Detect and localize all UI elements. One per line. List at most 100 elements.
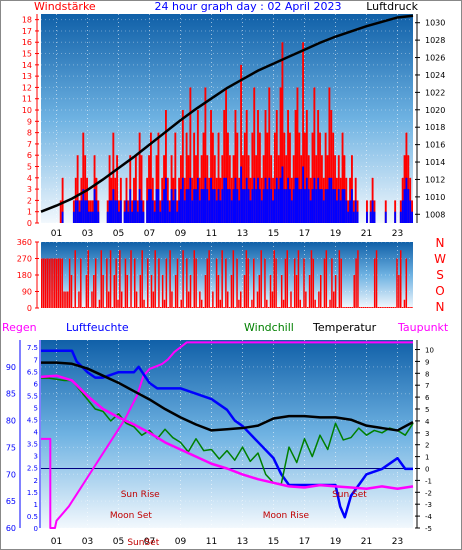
- wind-gust-bar: [328, 87, 331, 223]
- wind-direction-bar: [383, 307, 385, 308]
- wind-direction-bar: [386, 307, 389, 308]
- wind-gust-bar: [401, 177, 404, 223]
- legend-dewpoint: Taupunkt: [397, 321, 449, 334]
- wind-gust-bar: [108, 155, 111, 223]
- wind-gust-bar: [287, 110, 289, 223]
- wind-direction-bar: [212, 291, 214, 308]
- wind-gust-bar: [146, 177, 149, 223]
- x-tick-bottom-17: 17: [299, 537, 310, 547]
- wind-direction-bar: [173, 307, 175, 308]
- wind-gust-bar: [174, 132, 177, 223]
- x-tick-top-09: 09: [175, 229, 187, 239]
- wind-avg-bar: [345, 200, 348, 223]
- wind-gust-bar: [266, 132, 269, 223]
- wind-avg-bar: [211, 189, 214, 223]
- wind-avg-bar: [180, 189, 182, 223]
- wind-avg-bar: [328, 177, 331, 223]
- rain-y-tick-4: 4: [34, 429, 39, 437]
- wind-direction-bar: [65, 291, 67, 308]
- wind-avg-bar: [260, 200, 263, 223]
- wind-direction-bar: [163, 299, 166, 308]
- wind-avg-bar: [86, 200, 88, 223]
- wind-direction-bar: [258, 275, 261, 308]
- wind-direction-bar: [355, 258, 357, 308]
- wind-avg-bar: [82, 189, 85, 223]
- wind-direction-bar: [120, 291, 123, 308]
- wind-gust-bar: [219, 177, 222, 223]
- wind-gust-bar: [74, 177, 77, 223]
- wind-avg-bar: [97, 211, 100, 223]
- wind-direction-bar: [399, 250, 402, 308]
- wind-gust-bar: [245, 110, 248, 223]
- wind-direction-bar: [100, 250, 103, 308]
- pressure-y-tick-1014: 1014: [425, 158, 445, 167]
- wind-gust-bar: [134, 155, 137, 223]
- wind-direction-bar: [251, 299, 253, 308]
- wind-y-tick-3: 3: [27, 185, 32, 194]
- wind-avg-bar: [296, 177, 299, 223]
- temperature-y-tick-10: 10: [425, 347, 434, 355]
- wind-direction-bar: [409, 307, 411, 308]
- wind-avg-bar: [172, 200, 175, 223]
- wind-gust-bar: [191, 177, 194, 223]
- wind-direction-bar: [195, 258, 197, 308]
- wind-avg-bar: [217, 189, 220, 223]
- wind-direction-bar: [264, 258, 266, 308]
- wind-avg-bar: [91, 211, 94, 223]
- wind-gust-bar: [84, 155, 87, 223]
- wind-avg-bar: [322, 200, 325, 223]
- wind-direction-bar: [325, 250, 328, 308]
- wind-direction-bar: [78, 291, 80, 308]
- rain-y-tick-6: 6: [34, 380, 39, 388]
- wind-avg-bar: [255, 189, 258, 223]
- wind-avg-bar: [108, 200, 111, 223]
- wind-y-tick-10: 10: [22, 106, 32, 115]
- wind-gust-bar: [116, 155, 119, 223]
- wind-gust-bar: [324, 132, 327, 223]
- wind-avg-bar: [272, 200, 274, 223]
- wind-direction-bar: [347, 307, 350, 308]
- wind-direction-bar: [102, 275, 104, 308]
- wind-direction-bar: [308, 275, 311, 308]
- wind-direction-bar: [314, 299, 316, 308]
- wind-direction-bar: [303, 258, 305, 308]
- wind-direction-bar: [137, 307, 140, 308]
- wind-gust-bar: [61, 177, 64, 223]
- wind-direction-bar: [135, 291, 138, 308]
- wind-gust-bar: [330, 110, 333, 223]
- wind-avg-bar: [230, 200, 233, 223]
- wind-avg-bar: [300, 189, 303, 223]
- wind-direction-bar: [396, 258, 398, 308]
- wind-gust-bar: [161, 177, 164, 223]
- x-tick-top-13: 13: [237, 229, 248, 239]
- wind-avg-bar: [93, 189, 96, 223]
- wind-avg-bar: [384, 211, 387, 223]
- wind-avg-bar: [133, 200, 135, 223]
- wind-gust-bar: [181, 110, 184, 223]
- legend-windchill: Windchill: [244, 321, 294, 334]
- wind-y-tick-6: 6: [27, 151, 32, 160]
- wind-avg-bar: [157, 189, 160, 223]
- wind-gust-bar: [349, 177, 351, 223]
- wind-gust-bar: [345, 177, 348, 223]
- wind-direction-bar: [286, 250, 289, 308]
- wind-avg-bar: [134, 200, 137, 223]
- annotation-moon-rise: Moon Rise: [263, 511, 310, 521]
- wind-avg-bar: [273, 189, 276, 223]
- wind-gust-bar: [183, 177, 186, 223]
- wind-direction-bar: [357, 250, 359, 308]
- wind-gust-bar: [193, 132, 196, 223]
- wind-y-tick-13: 13: [22, 72, 32, 81]
- wind-direction-bar: [236, 258, 238, 308]
- wind-avg-bar: [356, 211, 359, 223]
- wind-direction-bar: [249, 307, 251, 308]
- wind-y-tick-0: 0: [27, 219, 32, 228]
- wind-gust-bar: [281, 42, 284, 224]
- wind-bars: [59, 42, 413, 224]
- pressure-y-tick-1016: 1016: [425, 141, 445, 150]
- wind-gust-bar: [258, 132, 261, 223]
- wind-direction-bar: [351, 307, 354, 308]
- wind-direction-bar: [375, 250, 378, 308]
- rain-y-tick-2: 2: [34, 477, 38, 485]
- temperature-y-tick-8: 8: [425, 370, 429, 378]
